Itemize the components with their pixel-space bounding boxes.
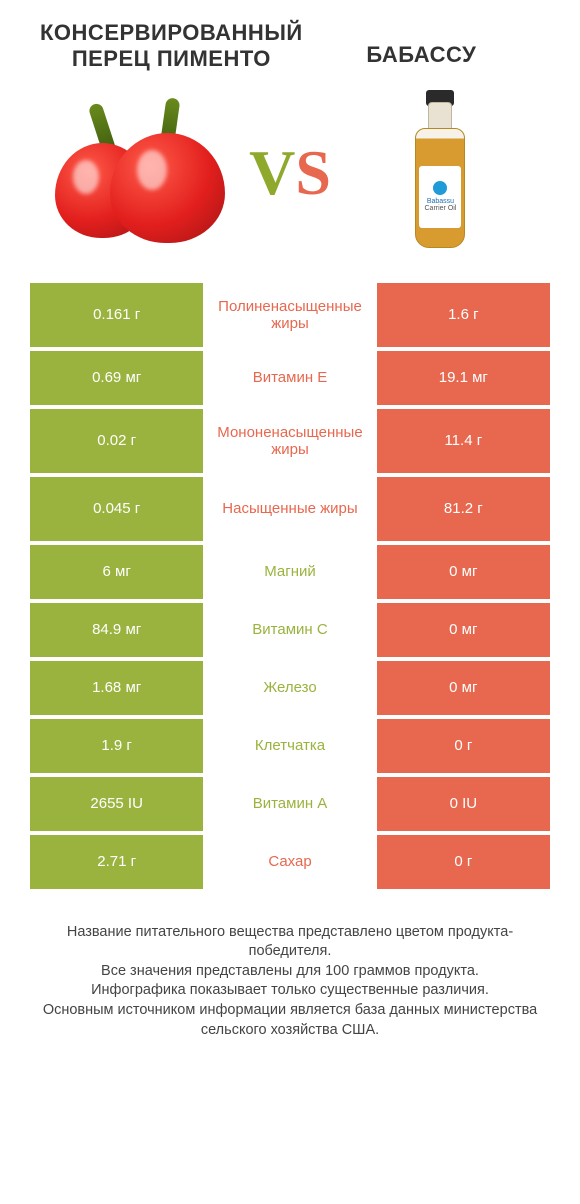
- right-value: 0 IU: [377, 777, 550, 831]
- table-row: 6 мгМагний0 мг: [30, 545, 550, 603]
- right-value: 0 г: [377, 719, 550, 773]
- nutrient-label: Витамин A: [203, 777, 376, 831]
- left-value: 6 мг: [30, 545, 203, 599]
- header: КОНСЕРВИРОВАННЫЙ ПЕРЕЦ ПИМЕНТО БАБАССУ: [0, 0, 580, 73]
- right-value: 19.1 мг: [377, 351, 550, 405]
- table-row: 0.69 мгВитамин E19.1 мг: [30, 351, 550, 409]
- vs-label: VS: [249, 136, 331, 210]
- nutrient-label: Витамин C: [203, 603, 376, 657]
- image-row: VS Babassu Carrier Oil: [0, 73, 580, 283]
- nutrient-label: Полиненасыщенные жиры: [203, 283, 376, 347]
- nutrient-label: Сахар: [203, 835, 376, 889]
- right-image: Babassu Carrier Oil: [331, 88, 550, 258]
- left-value: 0.69 мг: [30, 351, 203, 405]
- table-row: 0.045 гНасыщенные жиры81.2 г: [30, 477, 550, 545]
- right-value: 0 мг: [377, 603, 550, 657]
- left-value: 2.71 г: [30, 835, 203, 889]
- right-value: 0 г: [377, 835, 550, 889]
- left-value: 0.02 г: [30, 409, 203, 473]
- left-value: 1.68 мг: [30, 661, 203, 715]
- footer-line: Название питательного вещества представл…: [30, 923, 550, 962]
- left-value: 2655 IU: [30, 777, 203, 831]
- table-row: 1.9 гКлетчатка0 г: [30, 719, 550, 777]
- right-value: 1.6 г: [377, 283, 550, 347]
- nutrient-label: Мононенасыщенные жиры: [203, 409, 376, 473]
- table-row: 0.161 гПолиненасыщенные жиры1.6 г: [30, 283, 550, 351]
- left-value: 0.161 г: [30, 283, 203, 347]
- table-row: 84.9 мгВитамин C0 мг: [30, 603, 550, 661]
- title-left: КОНСЕРВИРОВАННЫЙ ПЕРЕЦ ПИМЕНТО: [40, 20, 303, 73]
- nutrient-label: Клетчатка: [203, 719, 376, 773]
- bottle-label: Babassu Carrier Oil: [419, 166, 461, 228]
- right-value: 0 мг: [377, 661, 550, 715]
- right-value: 0 мг: [377, 545, 550, 599]
- right-value: 81.2 г: [377, 477, 550, 541]
- left-value: 0.045 г: [30, 477, 203, 541]
- nutrient-label: Витамин E: [203, 351, 376, 405]
- footer-line: Все значения представлены для 100 граммо…: [30, 962, 550, 982]
- table-row: 1.68 мгЖелезо0 мг: [30, 661, 550, 719]
- table-row: 2655 IUВитамин A0 IU: [30, 777, 550, 835]
- footer-line: Инфографика показывает только существенн…: [30, 981, 550, 1001]
- table-row: 0.02 гМононенасыщенные жиры11.4 г: [30, 409, 550, 477]
- title-right: БАБАССУ: [303, 42, 540, 72]
- right-value: 11.4 г: [377, 409, 550, 473]
- nutrient-label: Железо: [203, 661, 376, 715]
- nutrient-label: Насыщенные жиры: [203, 477, 376, 541]
- comparison-table: 0.161 гПолиненасыщенные жиры1.6 г0.69 мг…: [0, 283, 580, 893]
- nutrient-label: Магний: [203, 545, 376, 599]
- left-image: [30, 98, 249, 248]
- left-value: 1.9 г: [30, 719, 203, 773]
- table-row: 2.71 гСахар0 г: [30, 835, 550, 893]
- footer-line: Основным источником информации является …: [30, 1001, 550, 1040]
- left-value: 84.9 мг: [30, 603, 203, 657]
- footer-notes: Название питательного вещества представл…: [0, 893, 580, 1040]
